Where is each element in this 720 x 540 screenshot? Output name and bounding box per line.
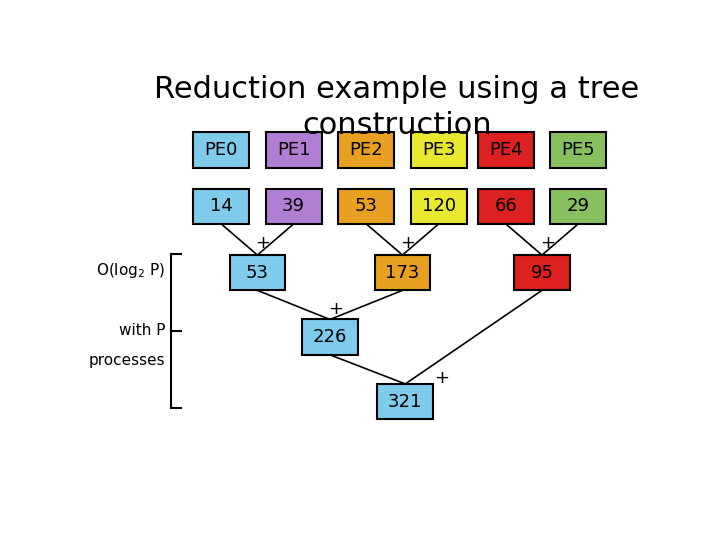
Text: +: + (434, 369, 449, 387)
Text: +: + (540, 234, 555, 252)
Text: +: + (256, 234, 271, 252)
Text: 173: 173 (385, 264, 420, 282)
FancyBboxPatch shape (338, 132, 394, 168)
Text: processes: processes (89, 353, 166, 368)
Text: 120: 120 (422, 197, 456, 215)
Text: +: + (328, 300, 343, 318)
Text: 53: 53 (246, 264, 269, 282)
Text: 226: 226 (312, 328, 347, 346)
FancyBboxPatch shape (230, 255, 285, 291)
Text: 39: 39 (282, 197, 305, 215)
Text: Reduction example using a tree
construction: Reduction example using a tree construct… (154, 75, 639, 140)
FancyBboxPatch shape (550, 132, 606, 168)
Text: PE5: PE5 (562, 141, 595, 159)
Text: PE2: PE2 (349, 141, 383, 159)
Text: PE0: PE0 (204, 141, 238, 159)
Text: with P: with P (119, 323, 166, 339)
FancyBboxPatch shape (374, 255, 431, 291)
Text: PE4: PE4 (489, 141, 523, 159)
FancyBboxPatch shape (478, 188, 534, 224)
Text: 66: 66 (495, 197, 517, 215)
FancyBboxPatch shape (338, 188, 394, 224)
Text: PE3: PE3 (422, 141, 456, 159)
FancyBboxPatch shape (266, 188, 322, 224)
Text: 321: 321 (388, 393, 423, 410)
FancyBboxPatch shape (377, 384, 433, 419)
Text: O(log$_2$ P): O(log$_2$ P) (96, 261, 166, 280)
FancyBboxPatch shape (193, 188, 249, 224)
FancyBboxPatch shape (550, 188, 606, 224)
FancyBboxPatch shape (193, 132, 249, 168)
FancyBboxPatch shape (266, 132, 322, 168)
Text: 53: 53 (355, 197, 378, 215)
FancyBboxPatch shape (411, 188, 467, 224)
FancyBboxPatch shape (411, 132, 467, 168)
FancyBboxPatch shape (514, 255, 570, 291)
FancyBboxPatch shape (302, 320, 358, 355)
Text: 14: 14 (210, 197, 233, 215)
FancyBboxPatch shape (478, 132, 534, 168)
Text: +: + (400, 234, 415, 252)
Text: 29: 29 (567, 197, 590, 215)
Text: 95: 95 (531, 264, 554, 282)
Text: PE1: PE1 (277, 141, 310, 159)
